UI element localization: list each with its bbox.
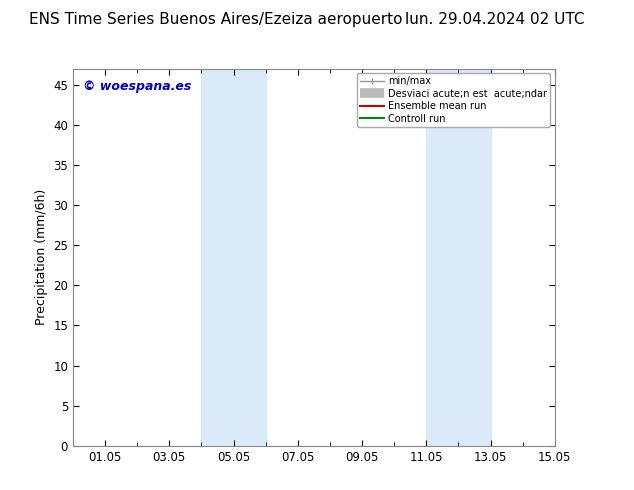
Text: lun. 29.04.2024 02 UTC: lun. 29.04.2024 02 UTC (404, 12, 585, 27)
Bar (202, 69, 266, 446)
Bar (426, 69, 491, 446)
Y-axis label: Precipitation (mm/6h): Precipitation (mm/6h) (35, 189, 48, 325)
Legend: min/max, Desviaci acute;n est  acute;ndar, Ensemble mean run, Controll run: min/max, Desviaci acute;n est acute;ndar… (357, 74, 550, 126)
Text: © woespana.es: © woespana.es (82, 80, 191, 93)
Text: ENS Time Series Buenos Aires/Ezeiza aeropuerto: ENS Time Series Buenos Aires/Ezeiza aero… (29, 12, 403, 27)
